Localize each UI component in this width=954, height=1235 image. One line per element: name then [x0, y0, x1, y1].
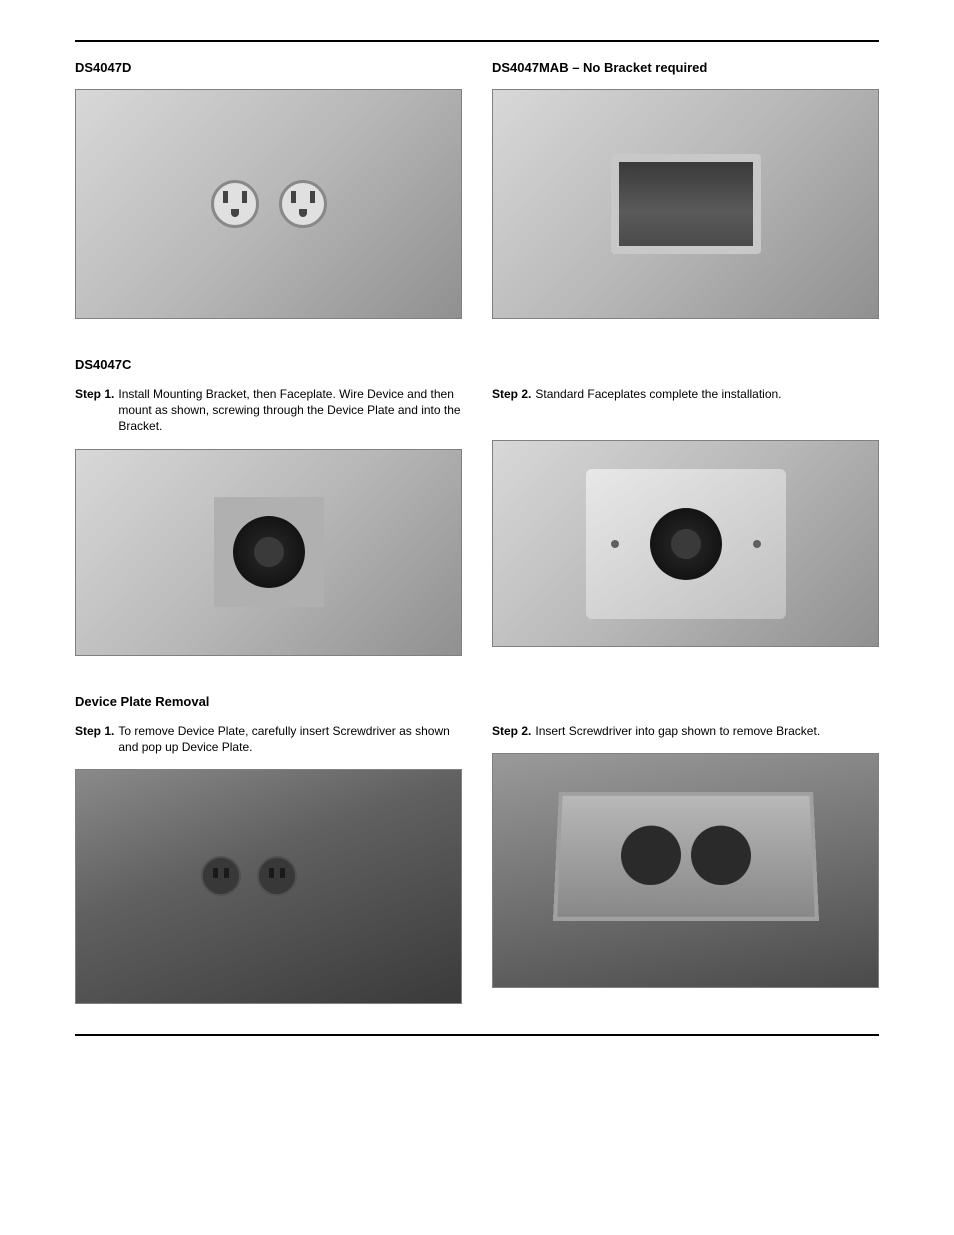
col-ds4047c-step2: Step 2. Standard Faceplates complete the…	[492, 386, 879, 656]
mounting-box-graphic	[214, 497, 324, 607]
removal-step1-text: Step 1. To remove Device Plate, carefull…	[75, 723, 462, 755]
col-ds4047mab: DS4047MAB – No Bracket required	[492, 60, 879, 319]
row-1: DS4047D DS4047MAB – No Bracket required	[75, 60, 879, 319]
col-removal-step2: Step 2. Insert Screwdriver into gap show…	[492, 723, 879, 1004]
row-3: Step 1. To remove Device Plate, carefull…	[75, 723, 879, 1004]
step-label: Step 1.	[75, 723, 114, 755]
bottom-horizontal-rule	[75, 1034, 879, 1036]
twist-lock-icon	[650, 508, 722, 580]
outlet-icon	[279, 180, 327, 228]
dark-outlet-graphic	[201, 856, 297, 896]
screw-icon	[611, 540, 619, 548]
col-removal-step1: Step 1. To remove Device Plate, carefull…	[75, 723, 462, 1004]
twist-lock-icon	[233, 516, 305, 588]
step-body: Insert Screwdriver into gap shown to rem…	[535, 723, 879, 739]
faceplate-graphic	[586, 469, 786, 619]
receptacle-icon	[690, 826, 751, 885]
title-ds4047mab: DS4047MAB – No Bracket required	[492, 60, 879, 75]
title-ds4047d: DS4047D	[75, 60, 462, 75]
col-ds4047c-step1: Step 1. Install Mounting Bracket, then F…	[75, 386, 462, 656]
step1-text-block: Step 1. Install Mounting Bracket, then F…	[75, 386, 462, 435]
bracket-interior-graphic	[552, 792, 818, 921]
col-ds4047d: DS4047D	[75, 60, 462, 319]
step-label: Step 2.	[492, 723, 531, 739]
step-body: Install Mounting Bracket, then Faceplate…	[118, 386, 462, 435]
duplex-outlet-graphic	[211, 180, 327, 228]
row-2: Step 1. Install Mounting Bracket, then F…	[75, 386, 879, 656]
photo-removal-step1	[75, 769, 462, 1004]
step2-text-block: Step 2. Standard Faceplates complete the…	[492, 386, 879, 402]
outlet-icon	[201, 856, 241, 896]
screw-icon	[753, 540, 761, 548]
step-body: To remove Device Plate, carefully insert…	[118, 723, 462, 755]
photo-removal-step2	[492, 753, 879, 988]
photo-ds4047d	[75, 89, 462, 319]
step-body: Standard Faceplates complete the install…	[535, 386, 879, 402]
blank-opening-graphic	[611, 154, 761, 254]
step-label: Step 2.	[492, 386, 531, 402]
removal-step2-text: Step 2. Insert Screwdriver into gap show…	[492, 723, 879, 739]
photo-ds4047c-step1	[75, 449, 462, 656]
title-removal: Device Plate Removal	[75, 694, 879, 709]
title-ds4047c: DS4047C	[75, 357, 879, 372]
photo-ds4047c-step2	[492, 440, 879, 647]
receptacle-icon	[620, 826, 681, 885]
photo-ds4047mab	[492, 89, 879, 319]
outlet-icon	[211, 180, 259, 228]
top-horizontal-rule	[75, 40, 879, 42]
step-label: Step 1.	[75, 386, 114, 435]
outlet-icon	[257, 856, 297, 896]
